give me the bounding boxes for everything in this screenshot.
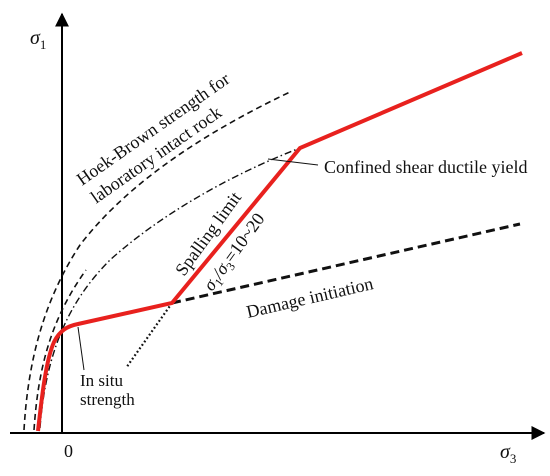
damage-initiation-label: Damage initiation	[244, 273, 375, 322]
insitu-leader	[77, 326, 85, 371]
origin-label: 0	[64, 441, 73, 461]
y-axis-label: σ1	[30, 27, 46, 52]
hoek-brown-curve	[23, 91, 291, 431]
insitu-label: In situ	[80, 371, 123, 390]
x-axis-label: σ3	[500, 441, 516, 466]
strength-envelope	[36, 51, 523, 432]
spalling-extension	[125, 302, 173, 369]
confined-shear-leader	[267, 158, 319, 166]
damage-initiation-line	[171, 222, 521, 305]
insitu-label-line2: strength	[80, 390, 135, 409]
dash-dot-curve	[39, 147, 301, 429]
inner-dashed-curve	[33, 269, 87, 431]
confined-shear-label: Confined shear ductile yield	[324, 157, 527, 177]
